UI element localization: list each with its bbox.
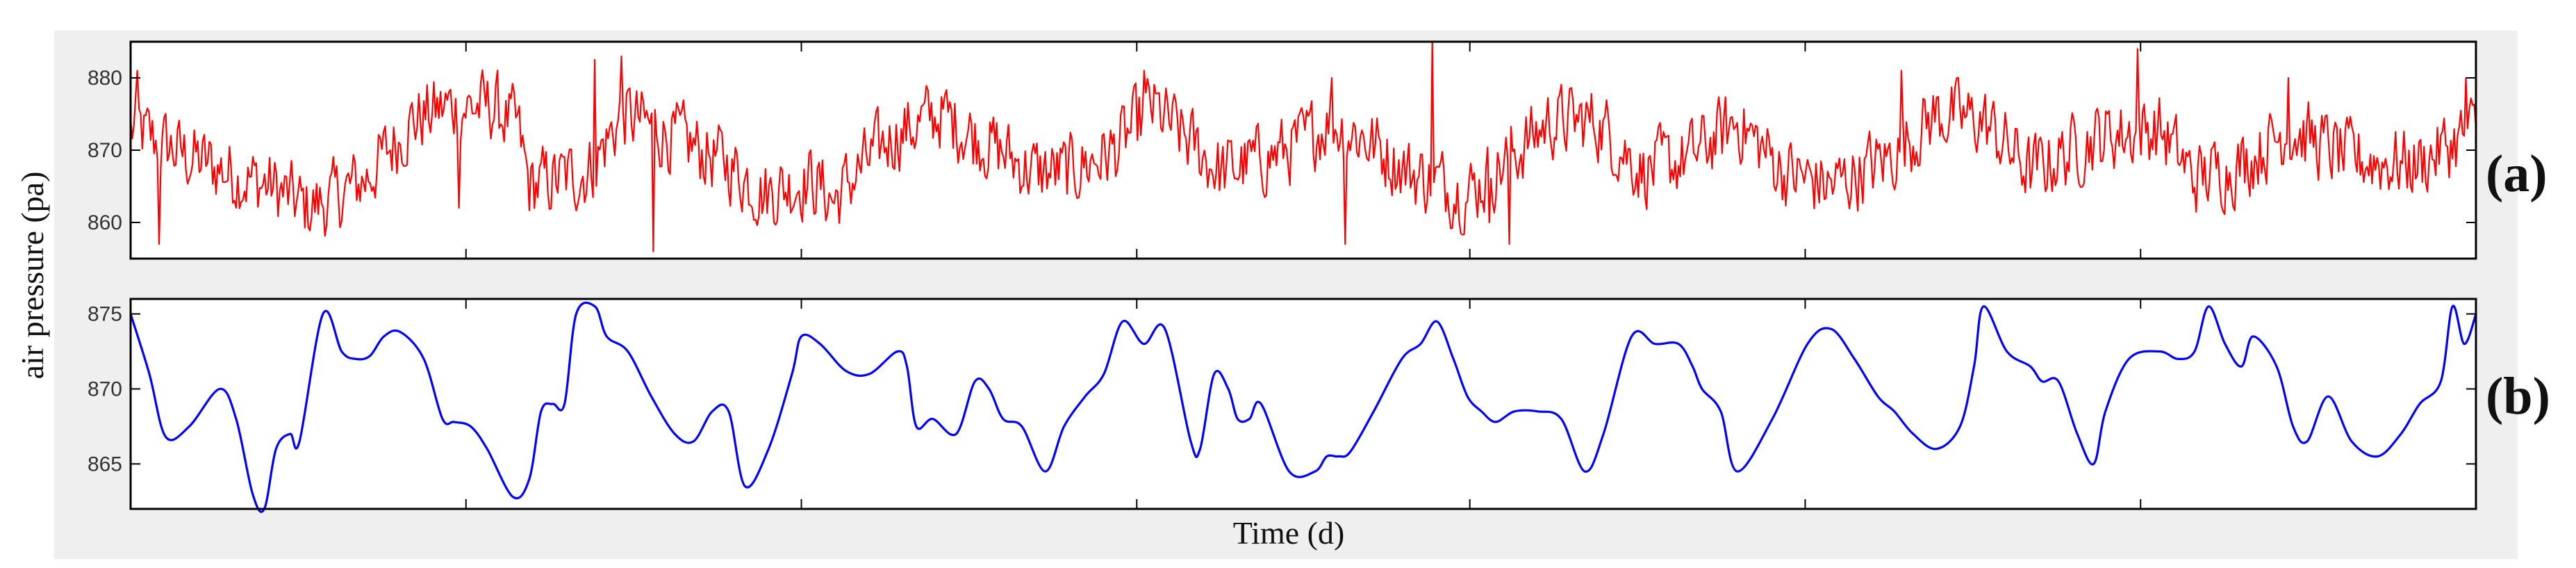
panel-a-frame bbox=[129, 40, 2477, 260]
panel-a-ytick-label: 870 bbox=[88, 139, 122, 162]
y-axis-title: air pressure (pa) bbox=[15, 172, 50, 380]
panel-b-ytick-label: 865 bbox=[88, 453, 122, 476]
panel-b-plot-area bbox=[131, 299, 2476, 509]
panel-a-ytick-label: 880 bbox=[88, 67, 122, 90]
panel-a-series bbox=[129, 40, 2477, 252]
panel-b-label: (b) bbox=[2486, 367, 2550, 425]
panel-a-series-line bbox=[129, 40, 2477, 252]
panel-b-series-line bbox=[129, 301, 2477, 513]
panel-b-frame bbox=[129, 298, 2477, 510]
panel-b-series bbox=[129, 301, 2477, 513]
panel-b-ytick-label: 870 bbox=[88, 378, 122, 400]
panel-a-plot-area bbox=[131, 42, 2476, 259]
panel-a-label: (a) bbox=[2486, 145, 2548, 203]
x-axis-title: Time (d) bbox=[1233, 515, 1345, 551]
panel-a: 860 870 880 (a) bbox=[88, 40, 2548, 260]
panel-b-ytick-label: 875 bbox=[88, 303, 122, 326]
panel-b: 865 870 875 (b) bbox=[88, 298, 2550, 513]
panel-a-ytick-label: 860 bbox=[88, 211, 122, 234]
